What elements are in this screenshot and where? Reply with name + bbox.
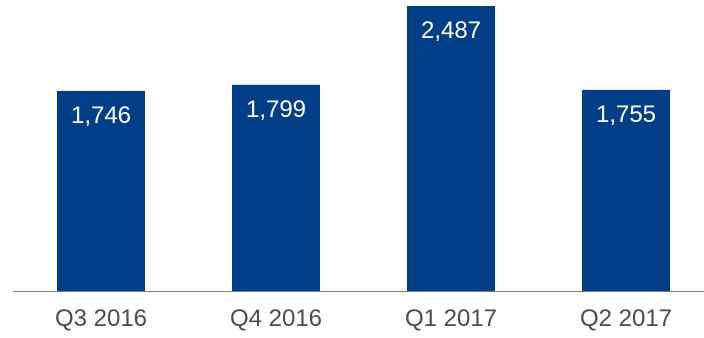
bar-value-labels-group: 1,746 1,799 2,487 1,755	[71, 17, 656, 129]
bar-q2-2017	[582, 89, 670, 291]
bar-q3-2016	[57, 90, 145, 291]
bar-value-label: 1,746	[71, 102, 131, 129]
bars-group	[57, 6, 670, 291]
x-tick-labels-group: Q3 2016 Q4 2016 Q1 2017 Q2 2017	[55, 305, 672, 332]
bar-value-label: 1,799	[246, 96, 306, 123]
x-tick-label: Q3 2016	[55, 305, 147, 332]
bar-value-label: 1,755	[596, 101, 656, 128]
x-tick-label: Q1 2017	[405, 305, 497, 332]
x-tick-label: Q4 2016	[230, 305, 322, 332]
x-tick-label: Q2 2017	[580, 305, 672, 332]
bar-q1-2017	[407, 6, 495, 291]
bar-q4-2016	[232, 84, 320, 291]
bar-value-label: 2,487	[421, 17, 481, 44]
